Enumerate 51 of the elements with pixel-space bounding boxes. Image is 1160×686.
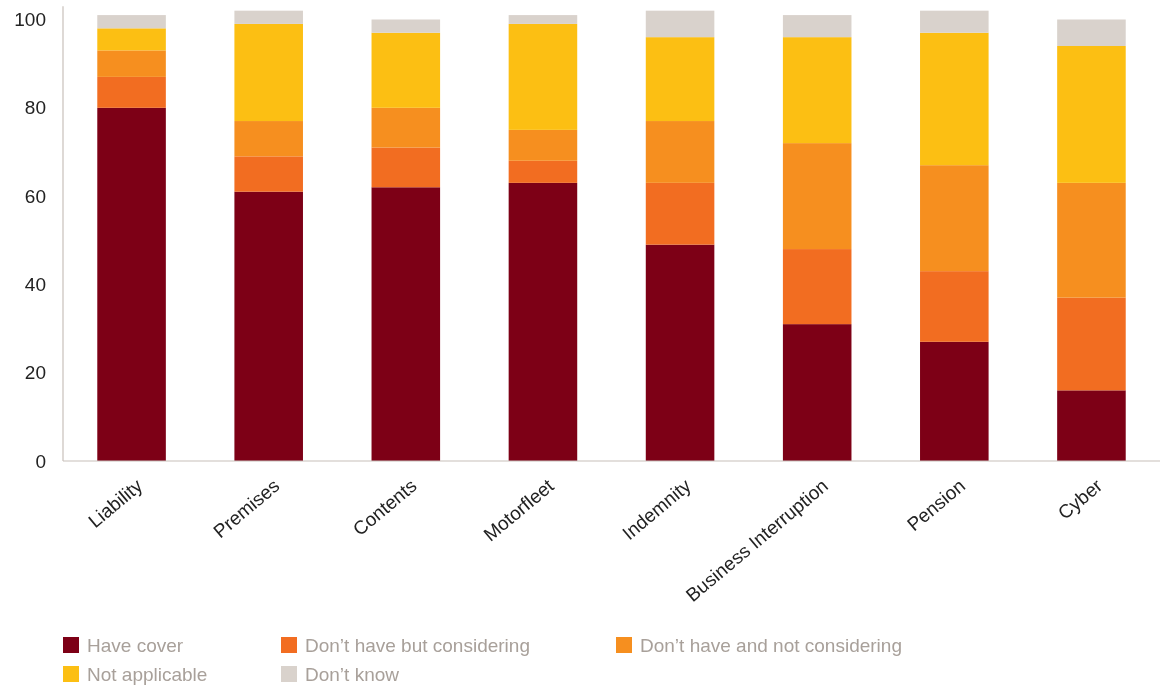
- bar: [920, 10, 989, 33]
- bar: [234, 10, 303, 24]
- y-tick-label: 80: [24, 97, 46, 119]
- bar: [508, 23, 578, 130]
- legend-label: Have cover: [87, 634, 184, 656]
- y-tick-label: 60: [24, 185, 46, 207]
- bar: [97, 107, 166, 461]
- bar: [782, 324, 852, 461]
- bar: [1057, 297, 1126, 391]
- bar: [97, 15, 166, 29]
- bar: [371, 32, 441, 108]
- bar: [782, 249, 852, 325]
- bar: [1057, 390, 1126, 461]
- bar: [645, 244, 715, 461]
- bar: [97, 50, 166, 77]
- bar: [782, 143, 852, 250]
- bar: [371, 187, 441, 461]
- bar: [97, 76, 166, 108]
- bar: [782, 37, 852, 144]
- bar: [920, 341, 989, 461]
- bar: [234, 23, 303, 122]
- bar: [920, 271, 989, 342]
- bar: [782, 15, 852, 38]
- bar: [645, 10, 715, 38]
- legend-label: Not applicable: [87, 663, 208, 685]
- y-tick-label: 100: [14, 9, 46, 30]
- bar: [1057, 182, 1126, 298]
- bar: [645, 182, 715, 245]
- bar: [371, 147, 441, 188]
- bar: [234, 121, 303, 157]
- bar: [371, 19, 441, 33]
- y-tick-label: 40: [24, 273, 46, 295]
- bar: [371, 107, 441, 148]
- bar: [1057, 19, 1126, 46]
- legend-label: Don’t have and not considering: [640, 634, 902, 656]
- y-tick-label: 20: [24, 362, 46, 384]
- bar: [508, 129, 578, 161]
- bar: [508, 15, 578, 24]
- bar: [1057, 45, 1126, 183]
- y-tick-label: 0: [35, 450, 46, 472]
- legend-label: Don’t have but considering: [305, 634, 530, 656]
- bar: [234, 156, 303, 192]
- bar: [97, 28, 166, 51]
- bar: [645, 121, 715, 183]
- bar: [508, 160, 578, 183]
- bar: [920, 165, 989, 272]
- legend-label: Don’t know: [305, 663, 400, 685]
- bar: [234, 191, 303, 461]
- bar: [920, 32, 989, 166]
- bar: [508, 182, 578, 461]
- bar: [645, 37, 715, 122]
